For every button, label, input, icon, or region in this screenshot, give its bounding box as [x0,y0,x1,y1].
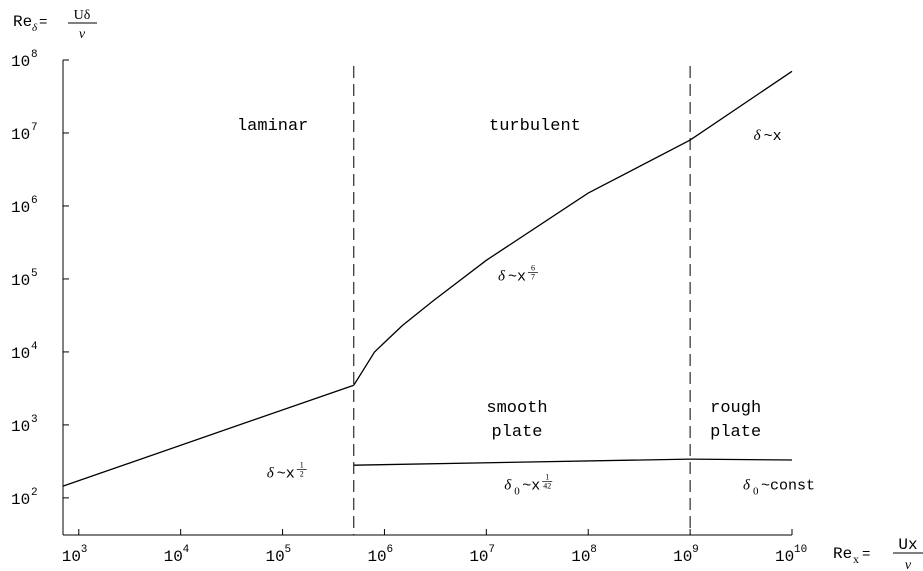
formula-f5: δ 0 ~const [743,478,815,498]
x-axis-label: Re x = Ux ν [833,536,923,571]
y-label-equals: = [39,15,47,31]
formula-exp-numerator: 1 [300,461,304,470]
y-label-base: Re [13,13,32,31]
x-tick-label-base: 10 [673,548,692,566]
formula-f4: δ ~x [754,128,782,145]
region-label: plate [710,423,761,442]
series-line [690,458,793,461]
x-label-base: Re [833,545,852,563]
y-tick-label-base: 10 [11,53,30,71]
x-tick-label-base: 10 [775,548,794,566]
series-group [62,70,793,487]
formula-exp-numerator: 1 [545,473,549,482]
regime-boundaries [353,66,691,535]
x-ticks: 10 3 10 4 10 5 10 6 10 7 10 8 10 9 10 10 [62,529,807,566]
y-label-sub: δ [32,22,38,34]
series-line [353,70,793,386]
formula-body: ~x [277,466,295,483]
series-line [62,384,355,487]
formula-body: ~const [761,478,815,495]
region-label: rough [710,399,761,418]
formula-delta: δ [743,478,751,494]
y-tick-label-exp: 4 [31,341,38,353]
formula-f2: δ ~x 67 [498,264,538,286]
formula-delta: δ [498,269,506,285]
formula-delta: δ [504,478,512,494]
y-label-numerator: Uδ [74,8,91,23]
y-tick-label-base: 10 [11,126,30,144]
y-label-denominator: ν [79,27,86,42]
region-label: turbulent [489,117,581,136]
formula-body: ~x [522,478,540,495]
region-labels: laminar turbulent smooth plate rough plate [237,117,761,442]
y-axis-label: Re δ = Uδ ν [13,8,97,42]
formula-subscript: 0 [514,486,520,498]
formula-exp-denominator: 7 [531,273,535,282]
x-label-equals: = [862,547,870,563]
x-tick-label-base: 10 [266,548,285,566]
y-tick-label-exp: 6 [31,195,38,207]
x-tick-label-exp: 10 [794,544,807,556]
x-tick-label-base: 10 [571,548,590,566]
formula-exp-denominator: 2 [300,470,304,479]
y-tick-label-exp: 3 [31,414,38,426]
formula-delta: δ [267,466,275,482]
y-tick-label-exp: 5 [31,268,38,280]
x-tick-label-exp: 4 [183,544,190,556]
series-line [353,458,691,466]
x-tick-label-exp: 7 [488,544,495,556]
y-tick-label-base: 10 [11,272,30,290]
y-tick-label-base: 10 [11,199,30,217]
formula-body: ~x [508,269,526,286]
x-tick-label-exp: 5 [285,544,292,556]
x-tick-label-exp: 8 [590,544,597,556]
formula-exp-denominator: 42 [543,482,551,491]
x-tick-label-exp: 9 [692,544,699,556]
x-label-denominator: ν [905,558,912,571]
region-label: plate [491,423,542,442]
y-tick-label-base: 10 [11,491,30,509]
formula-f1: δ ~x 12 [267,461,307,483]
y-tick-label-exp: 7 [31,122,38,134]
formula-body: ~x [764,128,782,145]
x-tick-label-base: 10 [62,548,81,566]
x-tick-label-base: 10 [367,548,386,566]
formula-subscript: 0 [753,486,759,498]
formula-exp-numerator: 6 [531,264,535,273]
region-label: laminar [237,117,308,136]
x-tick-label-base: 10 [164,548,183,566]
x-tick-label-exp: 6 [386,544,393,556]
y-tick-label-base: 10 [11,345,30,363]
y-tick-label-exp: 2 [31,487,38,499]
region-label: smooth [486,399,547,418]
formula-f3: δ 0 ~x 142 [504,473,553,498]
x-label-sub: x [853,552,859,566]
x-tick-label-base: 10 [469,548,488,566]
x-label-numerator: Ux [898,536,917,554]
x-tick-label-exp: 3 [81,544,88,556]
formula-delta: δ [754,128,762,144]
y-tick-label-exp: 8 [31,49,38,61]
y-tick-label-base: 10 [11,418,30,436]
